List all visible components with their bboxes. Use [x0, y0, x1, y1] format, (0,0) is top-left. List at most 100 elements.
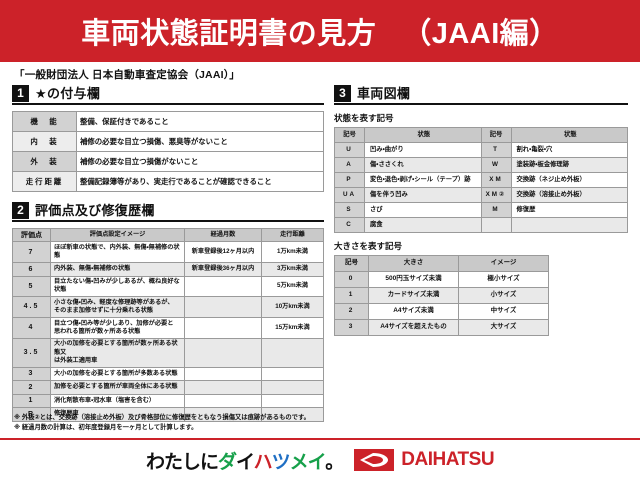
eval-score: R: [12, 407, 51, 422]
state-desc-left: 傷を伴う凹み: [364, 187, 482, 203]
state-symbol-left: S: [334, 202, 365, 218]
evaluation-score-table: 評価点 評価点設定イメージ 経過月数 走行距離 7 ほぼ新車の状態で、内外装、無…: [12, 227, 324, 422]
section-1-number: 1: [12, 85, 29, 102]
table-row: 2 加修を必要とする箇所が車両全体にある状態: [12, 380, 324, 395]
state-symbol-left: P: [334, 172, 365, 188]
daihatsu-tagline: わたしにダイハツメイ。: [145, 447, 344, 474]
state-desc-left: 腐食: [364, 217, 482, 233]
column-header-distance: 走行距離: [261, 227, 324, 243]
eval-months: [184, 337, 262, 368]
section-2-number: 2: [12, 202, 29, 219]
eval-distance: 5万km未満: [261, 275, 324, 298]
eval-desc: 大小の加修を必要とする箇所が多数ある状態: [50, 366, 185, 382]
column-header-size: 大きさ: [368, 255, 459, 272]
table-row: 5 目立たない傷・凹みが少しあるが、概ね良好な状態 5万km未満: [12, 275, 324, 298]
table-row: 2 A4サイズ未満 中サイズ: [334, 303, 549, 320]
page-title-main: 車両状態証明書の見方: [81, 18, 377, 50]
size-desc: カードサイズ未満: [368, 287, 459, 304]
red-divider: [0, 437, 640, 440]
star-row-desc: 整備、保証付きであること: [76, 111, 324, 132]
table-row: U 凹み・曲がり T 割れ・亀裂・穴: [334, 142, 628, 158]
state-symbols-subtitle: 状態を表す記号: [334, 113, 394, 123]
eval-desc: 内外装、無傷・無補修の状態: [50, 262, 185, 277]
section-2-heading: 2 評価点及び修復歴欄: [12, 202, 324, 222]
size-desc: A4サイズを超えたもの: [368, 319, 459, 336]
table-row: UA 傷を伴う凹み XM② 交換跡（溶接止め外板）: [334, 187, 628, 203]
size-symbol: 2: [334, 303, 369, 320]
table-row: 3.5 大小の加修を必要とする箇所が数ヶ所ある状態又 は外装工適用車: [12, 337, 324, 368]
eval-desc: 小さな傷・凹み、軽度な修理跡等があるが、 そのまま加修せずに十分乗れる状態: [50, 296, 185, 319]
eval-desc: 目立つ傷・凹み等が少しあり、加修が必要と 思われる箇所が数ヶ所ある状態: [50, 317, 185, 339]
section-3-heading: 3 車両図欄: [334, 85, 628, 105]
state-desc-right: 交換跡（溶接止め外板）: [510, 187, 628, 203]
star-row-desc: 補修の必要な目立つ損傷がないこと: [76, 151, 324, 172]
eval-distance: [261, 337, 324, 368]
footer-branding: わたしにダイハツメイ。 DAIHATSU: [0, 440, 640, 480]
eval-desc: 大小の加修を必要とする箇所が数ヶ所ある状態又 は外装工適用車: [50, 337, 185, 368]
column-header-desc: 評価点設定イメージ: [50, 227, 185, 243]
star-criteria-table: 機 能 整備、保証付きであること 内 装 補修の必要な目立つ損傷、悪臭等がないこ…: [12, 111, 324, 192]
page-title: 車両状態証明書の見方 （JAAI編）: [81, 10, 559, 52]
size-image: 中サイズ: [458, 303, 549, 320]
table-row: 0 500円玉サイズ未満 極小サイズ: [334, 271, 549, 288]
eval-distance: 10万km未満: [261, 296, 324, 319]
table-row: 4.5 小さな傷・凹み、軽度な修理跡等があるが、 そのまま加修せずに十分乗れる状…: [12, 296, 324, 319]
column-header-state-left: 状態: [364, 127, 482, 143]
section-3-number: 3: [334, 85, 351, 102]
eval-months: [184, 380, 262, 395]
column-header-size-image: イメージ: [458, 255, 549, 272]
state-desc-left: 変色・退色・剥げ・シール（テープ）跡: [364, 172, 482, 188]
state-desc-right: 修復歴: [510, 202, 628, 218]
state-symbol-right: M: [480, 202, 512, 218]
left-column: 1 ★の付与欄 機 能 整備、保証付きであること 内 装 補修の必要な目立つ損傷…: [12, 85, 324, 422]
column-header-state-right: 状態: [510, 127, 628, 143]
tagline-part-1: わたしに: [145, 451, 219, 473]
table-row: 内 装 補修の必要な目立つ損傷、悪臭等がないこと: [12, 131, 324, 152]
state-symbol-left: UA: [334, 187, 365, 203]
star-row-desc: 整備記録簿等があり、実走行であることが確認できること: [76, 171, 324, 192]
tagline-period: 。: [325, 451, 344, 473]
column-header-symbol-right: 記号: [480, 127, 512, 143]
section-1-title: ★の付与欄: [35, 86, 101, 101]
eval-months: [184, 275, 262, 298]
table-row: 外 装 補修の必要な目立つ損傷がないこと: [12, 151, 324, 172]
star-row-label: 走行距離: [12, 171, 77, 192]
daihatsu-logo-group: DAIHATSU: [354, 449, 495, 471]
content-columns: 1 ★の付与欄 機 能 整備、保証付きであること 内 装 補修の必要な目立つ損傷…: [0, 85, 640, 422]
size-image: 大サイズ: [458, 319, 549, 336]
eval-desc: ほぼ新車の状態で、内外装、無傷・無補修の状態: [50, 241, 185, 264]
footnote-line-1: ※ 外板②とは、交換跡（溶接止め外板）及び骨格部位に修復歴をともなう損傷又は痕跡…: [14, 414, 310, 422]
tagline-part-3: イ: [235, 451, 255, 473]
size-symbols-table: 記号 大きさ イメージ 0 500円玉サイズ未満 極小サイズ 1 カードサイズ未…: [334, 255, 549, 336]
state-desc-right: 交換跡（ネジ止め外板）: [510, 172, 628, 188]
section-2-title: 評価点及び修復歴欄: [35, 203, 155, 218]
size-image: 小サイズ: [458, 287, 549, 304]
eval-months: 新車登録後36ヶ月以内: [184, 262, 262, 277]
table-row: 6 内外装、無傷・無補修の状態 新車登録後36ヶ月以内 3万km未満: [12, 262, 324, 277]
state-symbol-right: T: [480, 142, 512, 158]
star-row-desc: 補修の必要な目立つ損傷、悪臭等がないこと: [76, 131, 324, 152]
table-row: P 変色・退色・剥げ・シール（テープ）跡 XM 交換跡（ネジ止め外板）: [334, 172, 628, 188]
eval-score: 2: [12, 380, 51, 395]
eval-score: 1: [12, 393, 51, 409]
column-header-symbol-left: 記号: [334, 127, 365, 143]
state-symbol-right: XM②: [480, 187, 512, 203]
state-symbol-right: XM: [480, 172, 512, 188]
state-desc-left: さび: [364, 202, 482, 218]
table-header-row: 評価点 評価点設定イメージ 経過月数 走行距離: [12, 227, 324, 243]
eval-months: [184, 317, 262, 339]
state-desc-right: 割れ・亀裂・穴: [510, 142, 628, 158]
column-header-size-symbol: 記号: [334, 255, 369, 272]
state-symbol-left: A: [334, 157, 365, 173]
eval-months: 新車登録後12ヶ月以内: [184, 241, 262, 264]
eval-months: [184, 366, 262, 382]
daihatsu-wordmark: DAIHATSU: [401, 449, 495, 470]
table-row: R 修復歴車: [12, 407, 324, 422]
eval-desc: 目立たない傷・凹みが少しあるが、概ね良好な状態: [50, 275, 185, 298]
state-desc-left: 傷・ささくれ: [364, 157, 482, 173]
eval-score: 5: [12, 275, 51, 298]
eval-score: 4: [12, 317, 51, 339]
tagline-part-6: メイ: [289, 451, 327, 473]
state-desc-right: 塗装跡・板金修理跡: [510, 157, 628, 173]
